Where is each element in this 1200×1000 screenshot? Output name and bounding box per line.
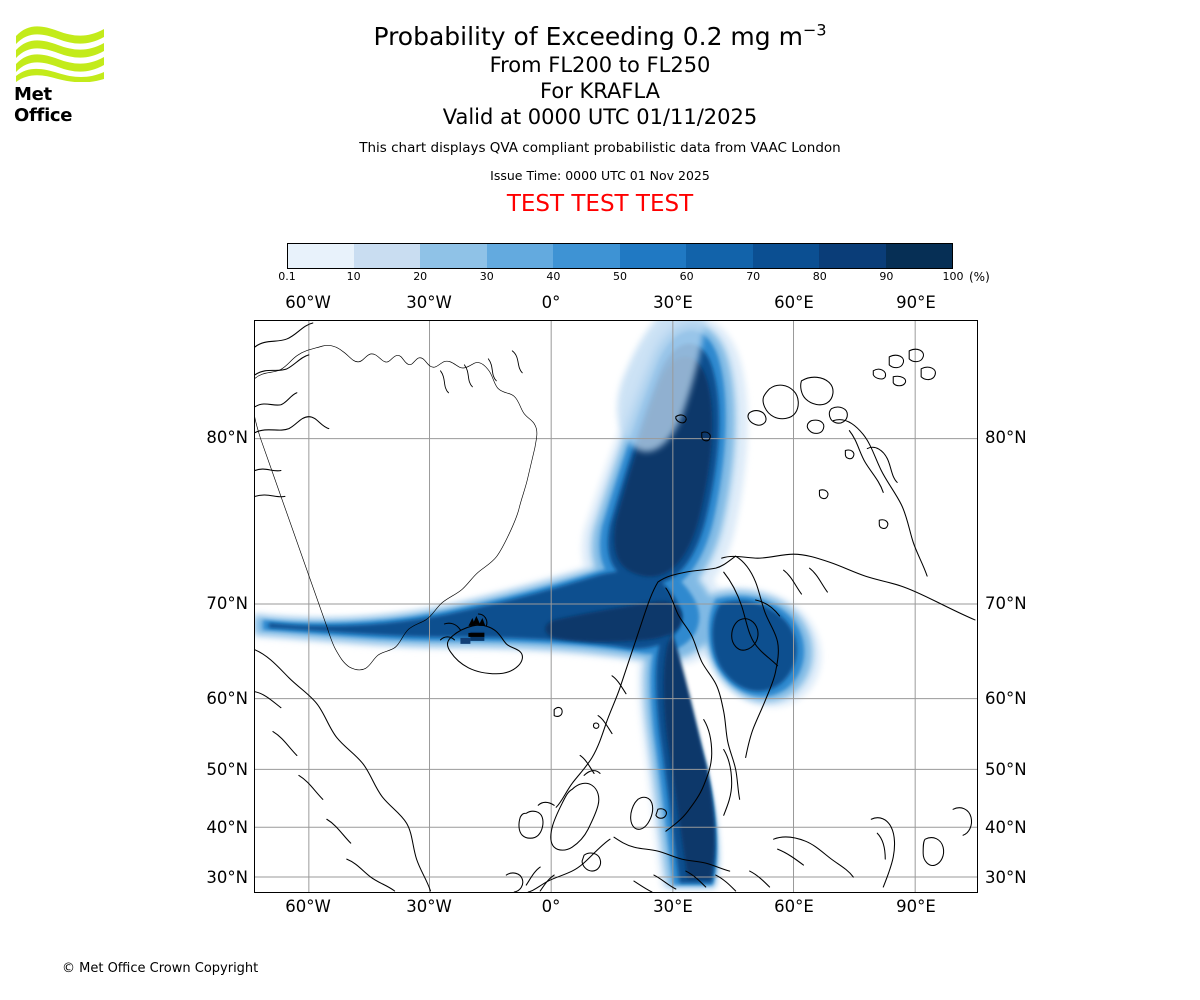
colorbar-band-4 bbox=[553, 244, 620, 268]
met-office-wordmark: Met Office bbox=[14, 84, 73, 126]
lon-label-bottom-90°E: 90°E bbox=[896, 897, 936, 916]
volcano-marker-krafla bbox=[468, 615, 486, 637]
chart-title-block: Probability of Exceeding 0.2 mg m−3 From… bbox=[0, 22, 1200, 218]
colorbar-tick-labels: 0.1 10 20 30 40 50 60 70 80 90 100 bbox=[278, 270, 963, 286]
lat-label-left-50°N: 50°N bbox=[206, 760, 248, 779]
test-banner: TEST TEST TEST bbox=[506, 191, 694, 217]
colorbar-bands bbox=[287, 243, 953, 269]
map-coastlines bbox=[255, 322, 976, 892]
colorbar-band-5 bbox=[619, 244, 686, 268]
flight-level-line: From FL200 to FL250 bbox=[489, 53, 711, 77]
page-title-exponent: −3 bbox=[802, 20, 827, 40]
map-graticule bbox=[255, 321, 977, 892]
colorbar-tick-60: 60 bbox=[679, 270, 694, 283]
colorbar-band-2 bbox=[420, 244, 487, 268]
lat-label-left-60°N: 60°N bbox=[206, 689, 248, 708]
colorbar-tick-50: 50 bbox=[613, 270, 627, 283]
lon-label-top-30°W: 30°W bbox=[406, 293, 452, 312]
qva-note-line: This chart displays QVA compliant probab… bbox=[359, 140, 841, 156]
page-title-text: Probability of Exceeding 0.2 mg m bbox=[373, 22, 803, 51]
colorbar-tick-80: 80 bbox=[812, 270, 827, 283]
lon-label-top-0°: 0° bbox=[541, 293, 561, 312]
met-office-waves-icon bbox=[16, 26, 104, 82]
lon-label-bottom-60°W: 60°W bbox=[285, 897, 331, 916]
colorbar-tick-40: 40 bbox=[546, 270, 561, 283]
colorbar-band-6 bbox=[686, 244, 753, 268]
lon-label-top-90°E: 90°E bbox=[896, 293, 936, 312]
map-canvas bbox=[255, 321, 977, 892]
colorbar-tick-70: 70 bbox=[746, 270, 761, 283]
lon-label-top-30°E: 30°E bbox=[653, 293, 693, 312]
lon-label-bottom-30°W: 30°W bbox=[406, 897, 452, 916]
valid-time-line: Valid at 0000 UTC 01/11/2025 bbox=[442, 105, 758, 129]
colorbar-unit-label: (%) bbox=[969, 270, 990, 284]
lon-label-bottom-30°E: 30°E bbox=[653, 897, 693, 916]
lat-label-left-70°N: 70°N bbox=[206, 594, 248, 613]
volcano-line: For KRAFLA bbox=[540, 79, 660, 103]
lon-label-bottom-0°: 0° bbox=[541, 897, 561, 916]
lat-label-left-40°N: 40°N bbox=[206, 818, 248, 837]
colorbar-tick-100: 100 bbox=[942, 270, 964, 283]
map-plot-area bbox=[254, 320, 978, 893]
colorbar-tick-0.1: 0.1 bbox=[278, 270, 296, 283]
lat-label-right-30°N: 30°N bbox=[985, 868, 1027, 887]
lon-label-top-60°E: 60°E bbox=[774, 293, 814, 312]
lat-label-right-50°N: 50°N bbox=[985, 760, 1027, 779]
colorbar-tick-20: 20 bbox=[413, 270, 428, 283]
copyright-footer: © Met Office Crown Copyright bbox=[62, 961, 259, 976]
colorbar-band-0 bbox=[288, 244, 354, 268]
lon-label-bottom-60°E: 60°E bbox=[774, 897, 814, 916]
page-title: Probability of Exceeding 0.2 mg m−3 bbox=[0, 22, 1200, 52]
lon-label-top-60°W: 60°W bbox=[285, 293, 331, 312]
lat-label-right-70°N: 70°N bbox=[985, 594, 1027, 613]
colorbar-band-7 bbox=[752, 244, 819, 268]
colorbar-tick-90: 90 bbox=[879, 270, 894, 283]
lat-label-left-80°N: 80°N bbox=[206, 428, 248, 447]
lat-label-left-30°N: 30°N bbox=[206, 868, 248, 887]
met-office-logo: Met Office bbox=[14, 24, 110, 126]
colorbar-tick-10: 10 bbox=[346, 270, 361, 283]
lat-label-right-40°N: 40°N bbox=[985, 818, 1027, 837]
colorbar: 0.1 10 20 30 40 50 60 70 80 90 100 (%) bbox=[278, 243, 990, 284]
colorbar-band-8 bbox=[819, 244, 886, 268]
lat-label-right-60°N: 60°N bbox=[985, 689, 1027, 708]
colorbar-tick-30: 30 bbox=[479, 270, 494, 283]
lat-label-right-80°N: 80°N bbox=[985, 428, 1027, 447]
colorbar-band-9 bbox=[885, 244, 952, 268]
issue-time-line: Issue Time: 0000 UTC 01 Nov 2025 bbox=[490, 168, 710, 183]
ash-plume-field bbox=[255, 321, 822, 890]
colorbar-band-1 bbox=[353, 244, 420, 268]
colorbar-band-3 bbox=[486, 244, 553, 268]
